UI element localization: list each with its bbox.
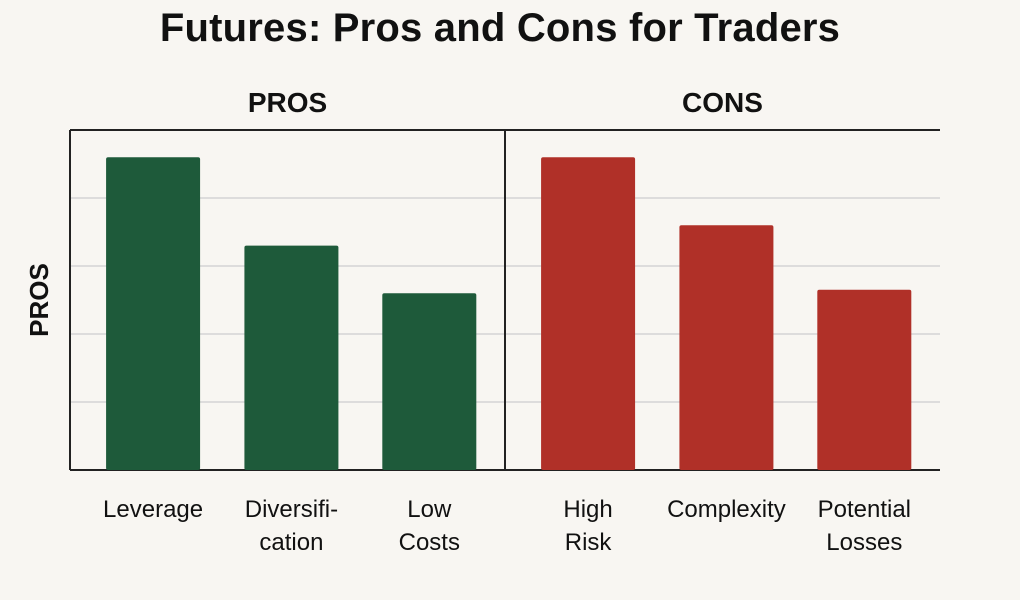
bar-cons-0 — [541, 157, 636, 470]
bar-cons-1 — [679, 225, 774, 470]
x-tick-label: Low Costs — [399, 496, 460, 556]
bar-cons-2 — [817, 289, 912, 470]
bar-pros-0 — [106, 157, 201, 470]
x-tick-label: Complexity — [667, 496, 786, 523]
x-tick-label: Potential Losses — [818, 496, 911, 556]
bar-pros-1 — [244, 245, 339, 470]
panel-label-cons: CONS — [682, 87, 763, 118]
x-tick-label: Diversifi-cation — [245, 496, 338, 556]
chart-title: Futures: Pros and Cons for Traders — [159, 6, 841, 50]
y-axis-label: PROS — [24, 263, 54, 337]
x-tick-label: High Risk — [563, 496, 612, 556]
bar-pros-2 — [382, 293, 477, 470]
x-tick-label: Leverage — [103, 496, 203, 523]
panel-label-pros: PROS — [248, 87, 327, 118]
